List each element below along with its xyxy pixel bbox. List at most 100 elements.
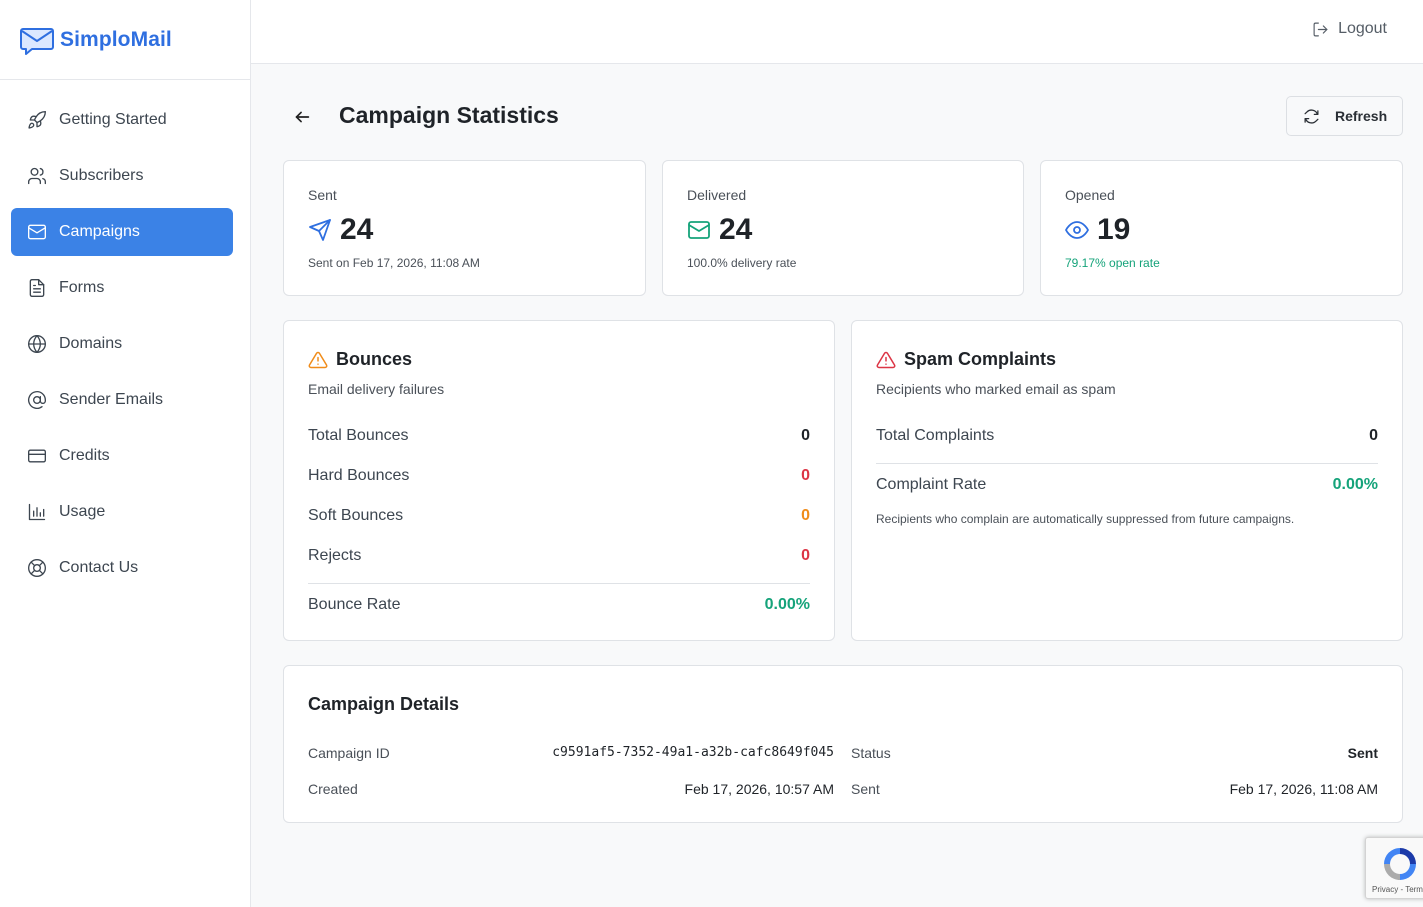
total-bounces-row: Total Bounces 0 — [308, 427, 810, 445]
row-label: Total Complaints — [876, 427, 995, 444]
top-bar: Logout — [251, 0, 1423, 64]
row-label: Bounce Rate — [308, 596, 401, 613]
stat-card-delivered: Delivered 24 100.0% delivery rate — [662, 160, 1024, 296]
refresh-button[interactable]: Refresh — [1286, 96, 1403, 136]
stat-label: Opened — [1065, 187, 1115, 203]
back-button[interactable] — [291, 106, 313, 128]
sidebar-item-contact-us[interactable]: Contact Us — [11, 544, 233, 592]
sent-value: Feb 17, 2026, 11:08 AM — [1229, 781, 1378, 797]
spam-complaints-card: Spam Complaints Recipients who marked em… — [851, 320, 1403, 641]
mail-logo-icon — [20, 27, 54, 55]
mail-icon — [688, 221, 710, 239]
sidebar-nav: Getting Started Subscribers Campaigns Fo… — [0, 80, 250, 592]
row-label: Hard Bounces — [308, 467, 410, 484]
sidebar-item-getting-started[interactable]: Getting Started — [11, 96, 233, 144]
arrow-left-icon — [295, 111, 310, 123]
sidebar-item-campaigns[interactable]: Campaigns — [11, 208, 233, 256]
stat-subtext: 100.0% delivery rate — [687, 256, 797, 270]
row-value: 0.00% — [764, 596, 810, 613]
sidebar-item-credits[interactable]: Credits — [11, 432, 233, 480]
bar-chart-icon — [28, 503, 46, 521]
sidebar-item-domains[interactable]: Domains — [11, 320, 233, 368]
rocket-icon — [28, 110, 46, 129]
brand-name: SimploMail — [60, 27, 172, 51]
sidebar-item-label: Getting Started — [59, 111, 167, 128]
stat-label: Delivered — [687, 187, 747, 203]
campaign-details-card: Campaign Details Campaign ID c9591af5-73… — [283, 665, 1403, 823]
send-icon — [309, 219, 331, 241]
logout-button[interactable]: Logout — [1312, 20, 1387, 38]
eye-icon — [1065, 221, 1089, 239]
spam-subtitle: Recipients who marked email as spam — [876, 381, 1116, 397]
credit-card-icon — [28, 449, 46, 463]
sidebar-item-label: Campaigns — [59, 223, 140, 240]
stat-label: Sent — [308, 187, 337, 203]
recaptcha-links[interactable]: Privacy - Terms — [1372, 885, 1423, 894]
status-label: Status — [851, 745, 891, 761]
created-label: Created — [308, 781, 358, 797]
stat-card-opened: Opened 19 79.17% open rate — [1040, 160, 1403, 296]
refresh-icon — [1304, 108, 1319, 124]
bounce-rate-row: Bounce Rate 0.00% — [308, 596, 810, 614]
sidebar-item-forms[interactable]: Forms — [11, 264, 233, 312]
soft-bounces-row: Soft Bounces 0 — [308, 507, 810, 525]
bounces-subtitle: Email delivery failures — [308, 381, 445, 397]
globe-icon — [28, 335, 46, 353]
created-value: Feb 17, 2026, 10:57 AM — [684, 781, 834, 797]
complaint-rate-row: Complaint Rate 0.00% — [876, 476, 1378, 494]
row-label: Soft Bounces — [308, 507, 404, 524]
row-label: Rejects — [308, 547, 362, 564]
sidebar-item-label: Credits — [59, 447, 110, 464]
row-label: Total Bounces — [308, 427, 409, 444]
campaign-id-value: c9591af5-7352-49a1-a32b-cafc8649f045 — [552, 745, 834, 760]
mail-icon — [28, 224, 46, 240]
sidebar-item-usage[interactable]: Usage — [11, 488, 233, 536]
row-value: 0 — [801, 467, 810, 484]
rejects-row: Rejects 0 — [308, 547, 810, 565]
at-sign-icon — [28, 391, 46, 409]
sidebar-item-sender-emails[interactable]: Sender Emails — [11, 376, 233, 424]
divider — [876, 463, 1378, 464]
lifebuoy-icon — [28, 559, 46, 577]
alert-triangle-icon — [308, 351, 328, 368]
recaptcha-badge[interactable]: Privacy - Terms — [1365, 837, 1423, 899]
row-value: 0 — [801, 547, 810, 564]
file-text-icon — [29, 279, 45, 297]
stat-value: 24 — [340, 213, 374, 246]
details-title: Campaign Details — [308, 694, 460, 714]
bounces-card: Bounces Email delivery failures Total Bo… — [283, 320, 835, 641]
brand-logo[interactable]: SimploMail — [0, 0, 250, 80]
recaptcha-icon — [1384, 848, 1416, 880]
stat-card-sent: Sent 24 Sent on Feb 17, 2026, 11:08 AM — [283, 160, 646, 296]
sidebar-item-subscribers[interactable]: Subscribers — [11, 152, 233, 200]
row-label: Complaint Rate — [876, 476, 987, 493]
divider — [308, 583, 810, 584]
spam-title: Spam Complaints — [904, 349, 1057, 369]
sidebar-item-label: Forms — [59, 279, 105, 296]
suppression-note: Recipients who complain are automaticall… — [876, 512, 1295, 526]
logout-label: Logout — [1338, 20, 1387, 37]
row-value: 0 — [801, 427, 810, 444]
sidebar-item-label: Domains — [59, 335, 123, 352]
logout-icon — [1313, 22, 1328, 36]
stat-subtext: Sent on Feb 17, 2026, 11:08 AM — [308, 256, 480, 270]
page-title: Campaign Statistics — [339, 102, 559, 128]
stat-value: 19 — [1097, 213, 1131, 246]
sidebar-item-label: Subscribers — [59, 167, 144, 184]
row-value: 0.00% — [1332, 476, 1378, 493]
alert-triangle-icon — [876, 351, 896, 368]
bounces-title: Bounces — [336, 349, 413, 369]
refresh-label: Refresh — [1335, 108, 1388, 124]
sent-label: Sent — [851, 781, 880, 797]
stat-value: 24 — [719, 213, 753, 246]
row-value: 0 — [1369, 427, 1378, 444]
campaign-id-label: Campaign ID — [308, 745, 390, 761]
sidebar: SimploMail Getting Started Subscribers C… — [0, 0, 251, 907]
users-icon — [28, 167, 47, 185]
sidebar-item-label: Sender Emails — [59, 391, 164, 408]
sidebar-item-label: Contact Us — [59, 559, 139, 576]
total-complaints-row: Total Complaints 0 — [876, 427, 1378, 445]
row-value: 0 — [801, 507, 810, 524]
status-value: Sent — [1347, 745, 1378, 761]
sidebar-item-label: Usage — [59, 503, 106, 520]
